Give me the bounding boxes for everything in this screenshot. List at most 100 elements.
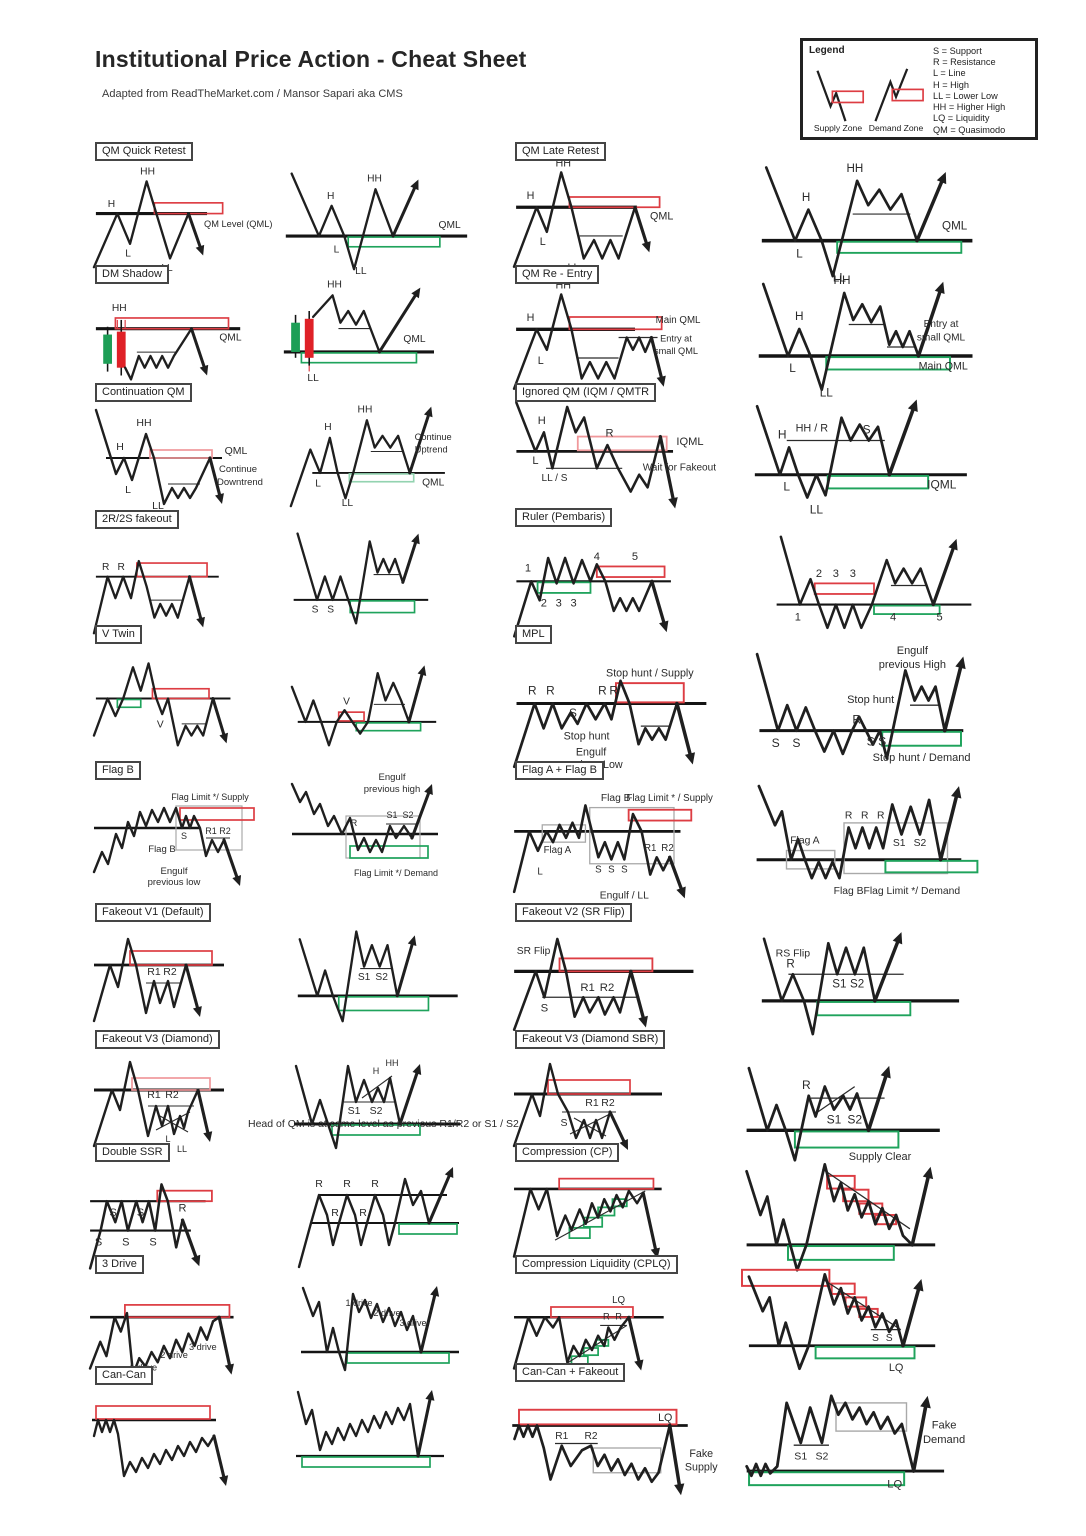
diagram-label: V (343, 696, 350, 707)
diagram-label: Flag A (544, 845, 572, 856)
diagram-label: S1 (827, 1112, 842, 1126)
diagram-label: HH (847, 162, 864, 175)
supply-zone-box (95, 1405, 211, 1420)
diagram-label: previous high (364, 784, 421, 795)
section-label-fakeout-v3-diamond-sbr: Fakeout V3 (Diamond SBR) (515, 1030, 666, 1049)
supply-zone-box (826, 1174, 856, 1190)
supply-zone-box (595, 565, 666, 578)
section-caption-fakeout-v3-diamond: Head of QM is at same level as previous … (248, 1118, 519, 1130)
diagram-label: S2 (850, 978, 864, 991)
arrow-head (199, 364, 209, 376)
diagram-label: Entry at (924, 319, 959, 330)
diagram-label: 2 (541, 598, 547, 610)
arrow-head (411, 533, 420, 545)
price-path (513, 1424, 672, 1484)
page-title: Institutional Price Action - Cheat Sheet (95, 46, 527, 72)
diagram-label: Flag BFlag Limit */ Demand (834, 886, 961, 897)
arrow-head (412, 1064, 422, 1075)
price-path (294, 1064, 402, 1150)
price-path (512, 1062, 612, 1148)
arrow-head (676, 886, 686, 899)
diagram-label: R1 (147, 1089, 161, 1101)
arrow-head (423, 406, 433, 418)
arrow-head (424, 784, 433, 795)
demand-zone-box (116, 698, 142, 709)
diagram-label: Downtrend (217, 477, 263, 488)
legend-definition: S = Support (933, 46, 982, 56)
supply-zone-box (156, 1189, 213, 1203)
diagram-label: HH (367, 173, 382, 184)
diagram-flag-a-flag-b-bullish: R R R Flag A S1 S2 Flag BFlag Limit */ Demand (752, 770, 982, 908)
diagram-svg-compression-liquidity-cplq-bearish: LQR R (512, 1295, 664, 1371)
price-path (92, 1418, 216, 1478)
diagram-label: S2 (402, 810, 413, 820)
legend-definition: QM = Quasimodo (933, 124, 1006, 135)
diagram-label: R (606, 428, 614, 440)
supply-zone-box (131, 1077, 211, 1091)
diagram-label: previous High (879, 659, 946, 671)
diagram-svg-v-twin-bearish: V (92, 662, 231, 747)
diagram-qm-re-entry-bullish: H HH L LL Entry at small QML Main QML (752, 266, 977, 401)
demand-zone-box (884, 859, 979, 874)
arrow-head (215, 493, 224, 504)
price-path (745, 1163, 914, 1272)
diagram-label: L (783, 480, 790, 494)
direction-arrow (629, 969, 645, 1019)
diagram-label: Stop hunt / Demand (873, 752, 971, 764)
demand-zone-box (836, 240, 963, 254)
flag-box (541, 824, 587, 843)
diagram-label: R1 (644, 843, 656, 854)
diagram-label: H (538, 415, 546, 427)
price-path (764, 166, 919, 278)
diagram-svg-v-twin-bullish: V (290, 665, 437, 747)
price-path (290, 671, 411, 747)
arrow-head (955, 656, 966, 670)
diagram-svg-fakeout-v1-default-bearish: R1 R2 (92, 937, 224, 1023)
price-path (755, 404, 891, 499)
price-path (757, 784, 942, 880)
diagram-label: S1 (348, 1105, 361, 1117)
supply-zone-box (114, 317, 230, 330)
diagram-label: R (603, 1311, 610, 1321)
diagram-continuation-qm-bullish: H HH L LL Continue Uptrend QML (285, 393, 480, 510)
demand-zone-box (346, 1352, 450, 1364)
diagram-label: L (315, 479, 321, 490)
demand-zone-box (816, 1001, 912, 1017)
arrow-head (668, 497, 678, 509)
section-label-ruler-pembaris: Ruler (Pembaris) (515, 508, 613, 527)
arrow-head (641, 241, 651, 253)
arrow-head (232, 875, 242, 886)
diagram-svg-can-can-bullish (296, 1390, 444, 1468)
arrow-head (920, 1395, 931, 1409)
demand-zone-box (536, 581, 592, 594)
direction-arrow (408, 414, 430, 475)
arrow-head (203, 1131, 213, 1142)
supply-zone-box (129, 950, 213, 966)
direction-arrow (668, 1423, 681, 1486)
diagram-mpl-bullish: S S R Stop hunt S S Engulf previous High Stop hu… (750, 638, 982, 777)
minor-line (817, 1086, 856, 1113)
diagram-label: 3 (570, 598, 576, 610)
section-label-fakeout-v1-default: Fakeout V1 (Default) (95, 903, 211, 922)
direction-arrow (866, 1075, 888, 1133)
diagram-label: L (540, 236, 546, 248)
diagram-label: R2 (585, 1431, 598, 1442)
arrow-head (191, 1254, 201, 1267)
direction-arrow (187, 212, 202, 248)
price-path (513, 556, 654, 638)
arrow-head (619, 1138, 628, 1150)
diagram-label: R (786, 958, 794, 971)
direction-arrow (901, 1288, 921, 1348)
direction-arrow (675, 701, 692, 756)
diagram-label: S2 (375, 972, 388, 983)
arrow-head (634, 1359, 644, 1371)
diagram-label: S2 (370, 1105, 383, 1117)
diagram-label: R (315, 1178, 323, 1190)
diagram-label: S (863, 423, 871, 437)
